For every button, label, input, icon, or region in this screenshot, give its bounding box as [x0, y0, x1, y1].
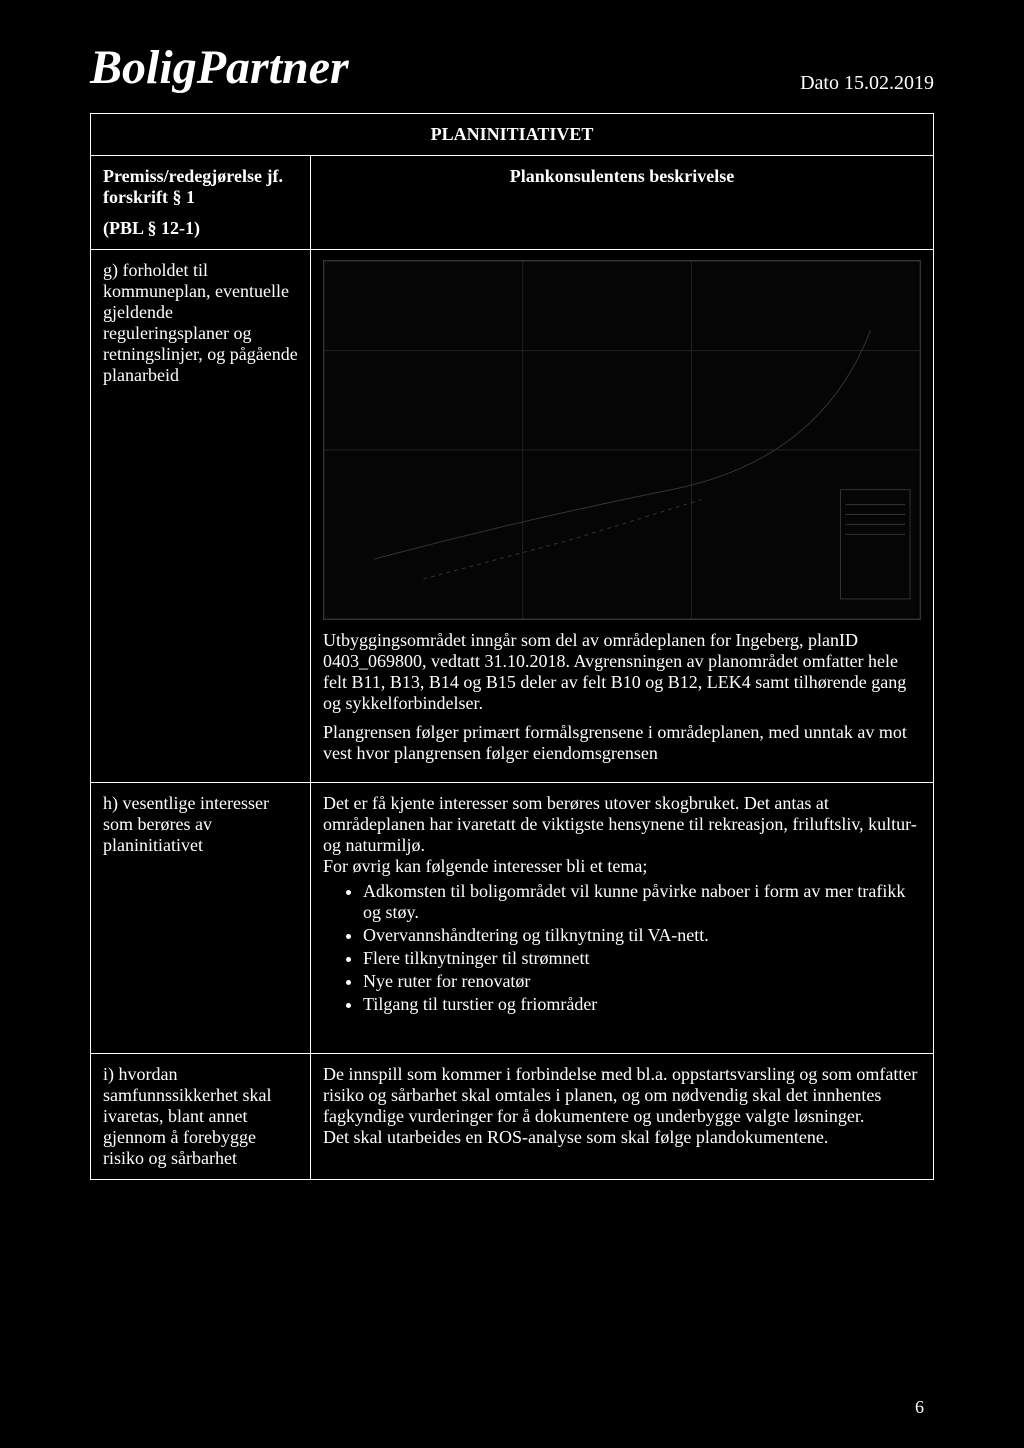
left-column-header: Premiss/redegjørelse jf. forskrift § 1 (…	[91, 156, 311, 250]
row-h-p2: For øvrig kan følgende interesser bli et…	[323, 856, 921, 877]
row-g-p2: Plangrensen følger primært formålsgrense…	[323, 722, 921, 764]
row-h-p1: Det er få kjente interesser som berøres …	[323, 793, 921, 856]
row-i-left: i) hvordan samfunnssikkerhet skal ivaret…	[91, 1054, 311, 1180]
row-h-left: h) vesentlige interesser som berøres av …	[91, 783, 311, 1054]
list-item: Adkomsten til boligområdet vil kunne påv…	[363, 881, 921, 923]
row-h-bullets: Adkomsten til boligområdet vil kunne påv…	[323, 881, 921, 1015]
document-date: Dato 15.02.2019	[800, 72, 934, 95]
row-g-p1: Utbyggingsområdet inngår som del av områ…	[323, 630, 921, 714]
row-i-p1: De innspill som kommer i forbindelse med…	[323, 1064, 921, 1127]
list-item: Tilgang til turstier og friområder	[363, 994, 921, 1015]
map-placeholder	[323, 260, 921, 620]
page-number: 6	[915, 1397, 924, 1418]
list-item: Overvannshåndtering og tilknytning til V…	[363, 925, 921, 946]
left-header-2: (PBL § 12-1)	[103, 218, 298, 239]
list-item: Nye ruter for renovatør	[363, 971, 921, 992]
right-column-header: Plankonsulentens beskrivelse	[311, 156, 934, 250]
document-table: PLANINITIATIVET Premiss/redegjørelse jf.…	[90, 113, 934, 1180]
row-h-right: Det er få kjente interesser som berøres …	[311, 783, 934, 1054]
row-i-p2: Det skal utarbeides en ROS-analyse som s…	[323, 1127, 921, 1148]
left-header-1: Premiss/redegjørelse jf. forskrift § 1	[103, 166, 298, 208]
row-g-left: g) forholdet til kommuneplan, eventuelle…	[91, 250, 311, 783]
logo: BoligPartner	[90, 40, 349, 95]
row-i-right: De innspill som kommer i forbindelse med…	[311, 1054, 934, 1180]
row-g-right: Utbyggingsområdet inngår som del av områ…	[311, 250, 934, 783]
list-item: Flere tilknytninger til strømnett	[363, 948, 921, 969]
table-title: PLANINITIATIVET	[91, 114, 934, 156]
